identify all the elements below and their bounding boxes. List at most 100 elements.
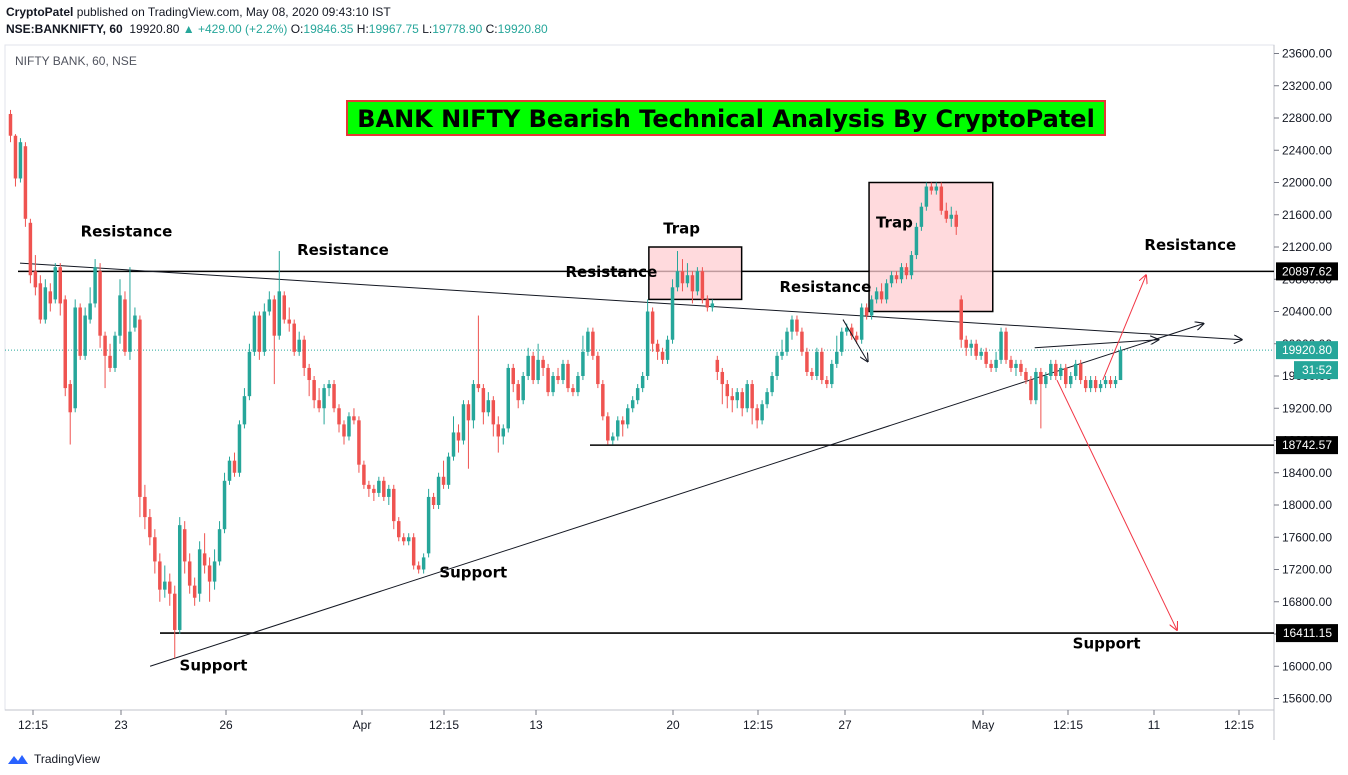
candle-body — [591, 331, 595, 356]
open-label: O: — [290, 22, 304, 36]
tradingview-brand[interactable]: TradingView — [34, 752, 101, 766]
candle-body — [362, 464, 366, 485]
candle-body — [914, 226, 919, 256]
candle-body — [456, 432, 461, 441]
candle — [406, 533, 411, 546]
candle — [1009, 355, 1013, 372]
candle — [506, 363, 510, 433]
close-value: 19920.80 — [497, 22, 548, 36]
arrows — [842, 275, 1177, 630]
candle-body — [1098, 384, 1103, 389]
candle-body — [635, 388, 640, 401]
candle — [785, 327, 789, 356]
candle — [511, 363, 515, 393]
candle-body — [177, 525, 182, 630]
candle-body — [58, 267, 63, 304]
candle-body — [128, 331, 132, 352]
candle — [327, 380, 331, 397]
descending-trend-line — [19, 262, 1242, 340]
symbol-label[interactable]: NSE:BANKNIFTY, 60 — [6, 22, 123, 36]
time-axis[interactable]: 12:15 23 26 Apr 12:15 13 20 12:15 27 May 12:15 11 12… — [18, 710, 1254, 732]
y-tick-label: 16000.00 — [1282, 659, 1332, 673]
candle — [436, 472, 441, 510]
candle-body — [247, 351, 252, 397]
candle — [1044, 371, 1048, 389]
candle — [884, 279, 889, 304]
candle — [954, 210, 958, 235]
candle — [874, 287, 879, 304]
candle-body — [63, 299, 67, 389]
candle-body — [959, 299, 963, 340]
candle-body — [138, 319, 142, 497]
candle-body — [197, 549, 202, 594]
candle-body — [526, 355, 530, 376]
price-axis[interactable]: 23600.00 23200.00 22800.00 22400.00 22000.00… — [1274, 47, 1332, 706]
candle — [939, 182, 944, 215]
candle — [143, 484, 147, 530]
candle — [486, 392, 491, 417]
candle-body — [939, 186, 944, 211]
candle-body — [441, 476, 446, 485]
last-price-tag-label: 19920.80 — [1282, 343, 1332, 357]
candle-body — [1083, 380, 1088, 389]
candle-body — [481, 388, 486, 413]
candle-body — [83, 315, 87, 356]
candle-body — [377, 480, 381, 493]
trap-boxes — [648, 181, 994, 313]
candle — [1029, 376, 1033, 405]
candle — [765, 388, 769, 409]
candle-body — [596, 355, 600, 385]
candle — [212, 549, 217, 590]
candle-body — [725, 384, 730, 397]
candle — [93, 259, 97, 308]
annotation-label: Resistance — [1144, 236, 1236, 254]
candle — [735, 388, 739, 409]
candle — [820, 347, 824, 385]
candle — [257, 311, 262, 360]
last-price: 19920.80 — [129, 22, 180, 36]
x-tick-label: 12:15 — [1053, 718, 1083, 732]
candle-body — [168, 581, 172, 594]
candle-body — [695, 271, 700, 292]
candle — [800, 327, 804, 356]
candle — [1054, 359, 1058, 381]
horizontal-levels — [5, 270, 1274, 634]
candle — [103, 331, 107, 389]
candle-body — [322, 388, 326, 409]
candle-body — [879, 291, 884, 300]
candle — [914, 222, 919, 260]
tradingview-logo-icon[interactable] — [6, 751, 30, 767]
candle — [526, 347, 530, 381]
price-tag-box — [1276, 624, 1338, 643]
candle — [297, 331, 301, 356]
candle — [496, 416, 501, 453]
candle — [645, 299, 650, 381]
candle-body — [730, 396, 734, 401]
candle — [660, 347, 665, 364]
candle-body — [705, 299, 710, 308]
annotation-label: Support — [439, 564, 507, 582]
candle — [153, 529, 157, 574]
candle — [1004, 327, 1008, 364]
x-tick-label: 27 — [838, 718, 852, 732]
author-name[interactable]: CryptoPatel — [6, 5, 74, 19]
candle — [859, 303, 864, 344]
y-tick-label: 23600.00 — [1282, 47, 1332, 61]
y-tick-label: 17600.00 — [1282, 530, 1332, 544]
candle — [217, 521, 222, 566]
candle-body — [466, 404, 471, 421]
candle-body — [1068, 376, 1073, 385]
candle — [546, 363, 550, 397]
candle-body — [700, 271, 705, 300]
pane-label: NIFTY BANK, 60, NSE — [15, 54, 137, 68]
candle-body — [616, 420, 620, 437]
candle-body — [327, 384, 331, 389]
candle-body — [302, 339, 306, 368]
candle-body — [352, 416, 356, 421]
candle — [601, 380, 605, 421]
candle — [1083, 376, 1088, 393]
candle — [745, 380, 749, 413]
candle-body — [825, 380, 829, 385]
candle-body — [710, 303, 715, 308]
